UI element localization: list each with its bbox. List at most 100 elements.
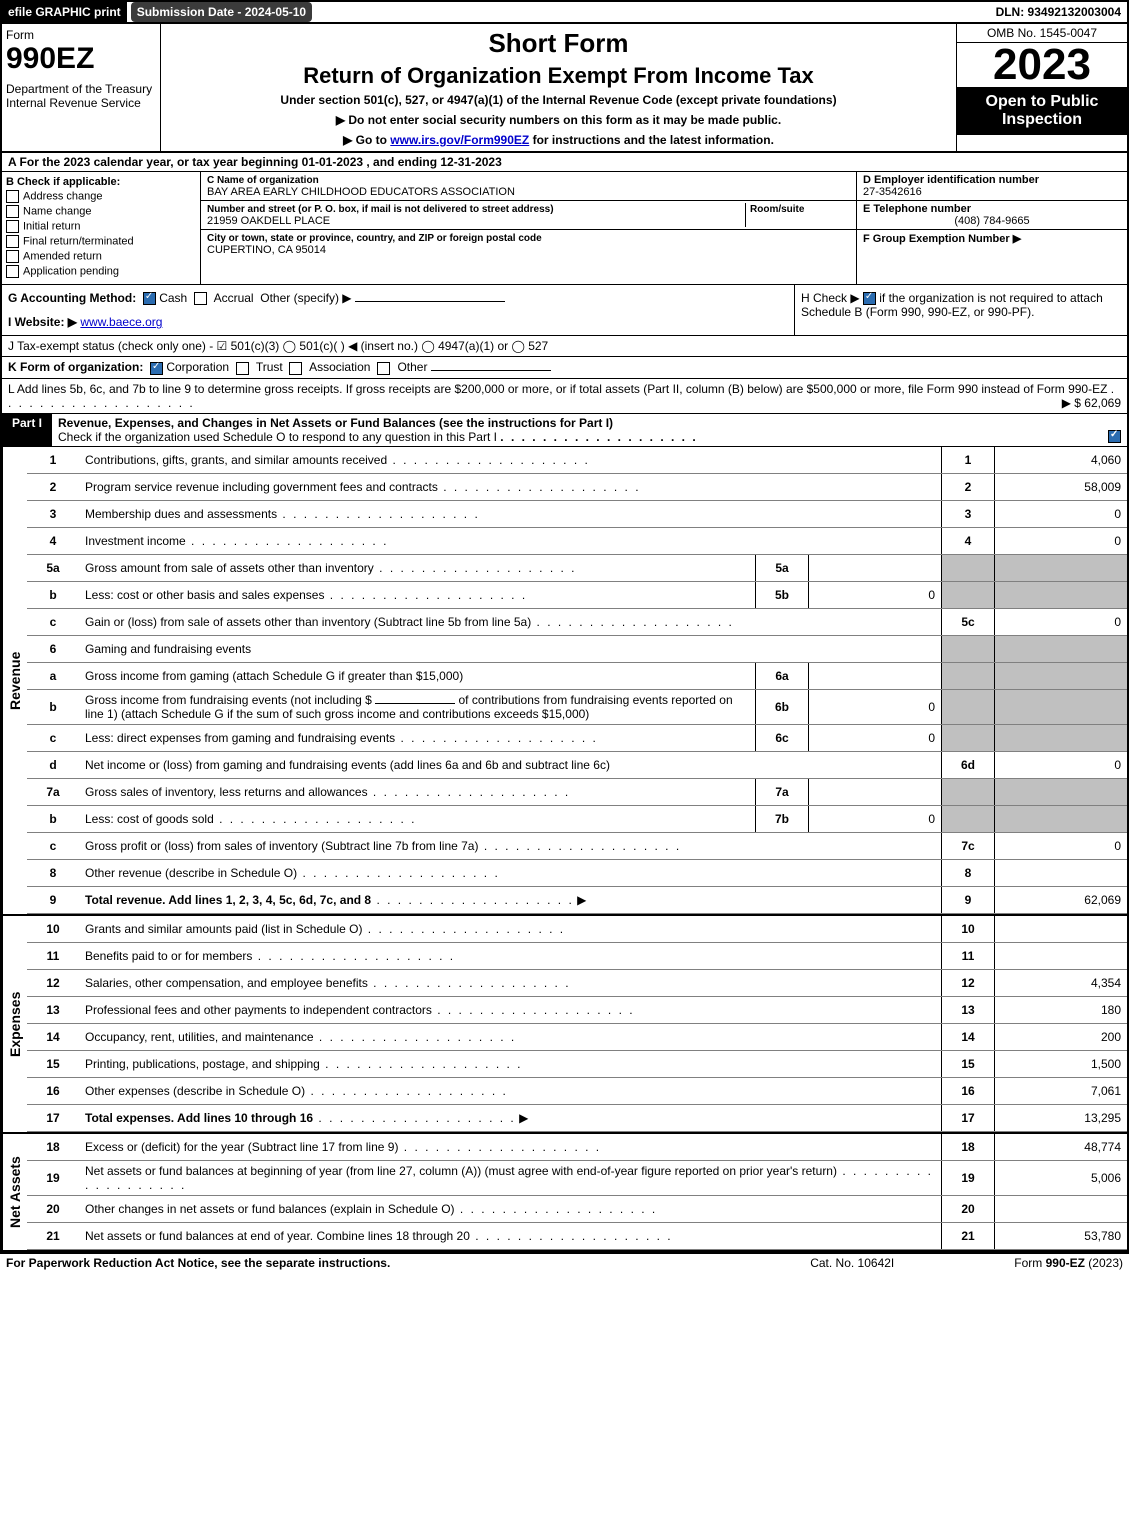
line-4: 4 Investment income 4 0: [27, 527, 1127, 554]
footer-right-post: (2023): [1085, 1256, 1123, 1270]
line-6: 6 Gaming and fundraising events: [27, 635, 1127, 662]
footer: For Paperwork Reduction Act Notice, see …: [0, 1254, 1129, 1272]
check-corporation[interactable]: [150, 362, 163, 375]
label-other-method: Other (specify) ▶: [260, 291, 351, 305]
part-1-check-text: Check if the organization used Schedule …: [58, 430, 497, 444]
meta-rows: J Tax-exempt status (check only one) - ☑…: [2, 336, 1127, 413]
form-number: 990EZ: [6, 42, 156, 76]
line-5c: c Gain or (loss) from sale of assets oth…: [27, 608, 1127, 635]
row-l: L Add lines 5b, 6c, and 7b to line 9 to …: [2, 379, 1127, 414]
box-b: B Check if applicable: Address change Na…: [2, 172, 201, 284]
line-12: 12 Salaries, other compensation, and emp…: [27, 969, 1127, 996]
department-label: Department of the Treasury Internal Reve…: [6, 82, 156, 110]
line-11: 11 Benefits paid to or for members 11: [27, 942, 1127, 969]
label-association: Association: [309, 360, 370, 374]
header-center: Short Form Return of Organization Exempt…: [161, 24, 956, 151]
part-1-title: Revenue, Expenses, and Changes in Net As…: [52, 414, 1127, 446]
label-cash: Cash: [159, 291, 187, 305]
l8-desc: Other revenue (describe in Schedule O): [85, 866, 297, 880]
dln-number: DLN: 93492132003004: [990, 2, 1127, 22]
line-18: 18 Excess or (deficit) for the year (Sub…: [27, 1134, 1127, 1161]
phone-label: E Telephone number: [863, 203, 971, 215]
line-6c: c Less: direct expenses from gaming and …: [27, 724, 1127, 751]
instr2-pre: ▶ Go to: [343, 133, 390, 147]
check-name-change[interactable]: Name change: [6, 205, 196, 218]
row-k: K Form of organization: Corporation Trus…: [2, 357, 1127, 378]
form-header: Form 990EZ Department of the Treasury In…: [2, 24, 1127, 153]
group-exemption-label: F Group Exemption Number ▶: [863, 233, 1021, 245]
line-19: 19 Net assets or fund balances at beginn…: [27, 1160, 1127, 1195]
l9-desc: Total revenue. Add lines 1, 2, 3, 4, 5c,…: [85, 893, 371, 907]
header-left: Form 990EZ Department of the Treasury In…: [2, 24, 161, 151]
form-label: Form: [6, 28, 156, 42]
check-address-change[interactable]: Address change: [6, 190, 196, 203]
header-right: OMB No. 1545-0047 2023 Open to Public In…: [956, 24, 1127, 151]
expenses-vert-label: Expenses: [2, 916, 27, 1132]
section-a-tax-year: A For the 2023 calendar year, or tax yea…: [2, 153, 1127, 172]
check-h[interactable]: [863, 292, 876, 305]
line-5a: 5a Gross amount from sale of assets othe…: [27, 554, 1127, 581]
l2-desc: Program service revenue including govern…: [85, 480, 438, 494]
check-association[interactable]: [289, 362, 302, 375]
l6b-desc1: Gross income from fundraising events (no…: [85, 693, 372, 707]
room-label: Room/suite: [750, 204, 804, 215]
l18-desc: Excess or (deficit) for the year (Subtra…: [85, 1140, 398, 1154]
check-final-return[interactable]: Final return/terminated: [6, 235, 196, 248]
line-15: 15 Printing, publications, postage, and …: [27, 1050, 1127, 1077]
line-3: 3 Membership dues and assessments 3 0: [27, 500, 1127, 527]
line-9: 9 Total revenue. Add lines 1, 2, 3, 4, 5…: [27, 886, 1127, 913]
top-bar: efile GRAPHIC print Submission Date - 20…: [2, 2, 1127, 24]
footer-left: For Paperwork Reduction Act Notice, see …: [6, 1256, 810, 1270]
net-assets-section: Net Assets 18 Excess or (deficit) for th…: [2, 1134, 1127, 1252]
box-c: C Name of organization BAY AREA EARLY CH…: [201, 172, 856, 284]
revenue-section: Revenue 1 Contributions, gifts, grants, …: [2, 447, 1127, 916]
label-accrual: Accrual: [214, 291, 254, 305]
label-corporation: Corporation: [166, 360, 229, 374]
l20-desc: Other changes in net assets or fund bala…: [85, 1202, 455, 1216]
main-title: Return of Organization Exempt From Incom…: [169, 63, 948, 89]
phone-value: (408) 784-9665: [863, 215, 1121, 227]
check-amended-return[interactable]: Amended return: [6, 250, 196, 263]
check-trust[interactable]: [236, 362, 249, 375]
net-assets-vert-label: Net Assets: [2, 1134, 27, 1250]
website-link[interactable]: www.baece.org: [80, 315, 162, 329]
part-1-label: Part I: [2, 414, 52, 446]
info-boxes: B Check if applicable: Address change Na…: [2, 172, 1127, 285]
org-name: BAY AREA EARLY CHILDHOOD EDUCATORS ASSOC…: [207, 186, 515, 198]
l16-desc: Other expenses (describe in Schedule O): [85, 1084, 305, 1098]
check-accrual[interactable]: [194, 292, 207, 305]
line-7b: b Less: cost of goods sold 7b 0: [27, 805, 1127, 832]
l5a-desc: Gross amount from sale of assets other t…: [85, 561, 374, 575]
row-h: H Check ▶ if the organization is not req…: [794, 285, 1127, 335]
l3-desc: Membership dues and assessments: [85, 507, 277, 521]
line-6b: b Gross income from fundraising events (…: [27, 689, 1127, 724]
revenue-vert-label: Revenue: [2, 447, 27, 914]
short-form-title: Short Form: [169, 28, 948, 59]
line-1: 1 Contributions, gifts, grants, and simi…: [27, 447, 1127, 474]
open-to-public: Open to Public Inspection: [957, 87, 1127, 135]
check-schedule-o[interactable]: [1108, 430, 1121, 443]
footer-right: Form 990-EZ (2023): [1014, 1256, 1123, 1270]
irs-link[interactable]: www.irs.gov/Form990EZ: [390, 133, 529, 147]
line-21: 21 Net assets or fund balances at end of…: [27, 1222, 1127, 1249]
l19-desc: Net assets or fund balances at beginning…: [85, 1164, 837, 1178]
efile-print-link[interactable]: efile GRAPHIC print: [2, 2, 127, 22]
line-17: 17 Total expenses. Add lines 10 through …: [27, 1104, 1127, 1131]
check-application-pending[interactable]: Application pending: [6, 265, 196, 278]
ein-label: D Employer identification number: [863, 174, 1039, 186]
check-other-org[interactable]: [377, 362, 390, 375]
check-cash[interactable]: [143, 292, 156, 305]
footer-right-pre: Form: [1014, 1256, 1045, 1270]
city-label: City or town, state or province, country…: [207, 233, 542, 244]
footer-right-bold: 990-EZ: [1046, 1256, 1085, 1270]
l15-desc: Printing, publications, postage, and shi…: [85, 1057, 320, 1071]
label-final-return: Final return/terminated: [23, 235, 134, 247]
l13-desc: Professional fees and other payments to …: [85, 1003, 432, 1017]
instruction-2: ▶ Go to www.irs.gov/Form990EZ for instru…: [169, 133, 948, 147]
expenses-table: 10 Grants and similar amounts paid (list…: [27, 916, 1127, 1132]
part-1-header: Part I Revenue, Expenses, and Changes in…: [2, 414, 1127, 447]
line-6a: a Gross income from gaming (attach Sched…: [27, 662, 1127, 689]
street-value: 21959 OAKDELL PLACE: [207, 215, 330, 227]
check-initial-return[interactable]: Initial return: [6, 220, 196, 233]
l7b-desc: Less: cost of goods sold: [85, 812, 214, 826]
